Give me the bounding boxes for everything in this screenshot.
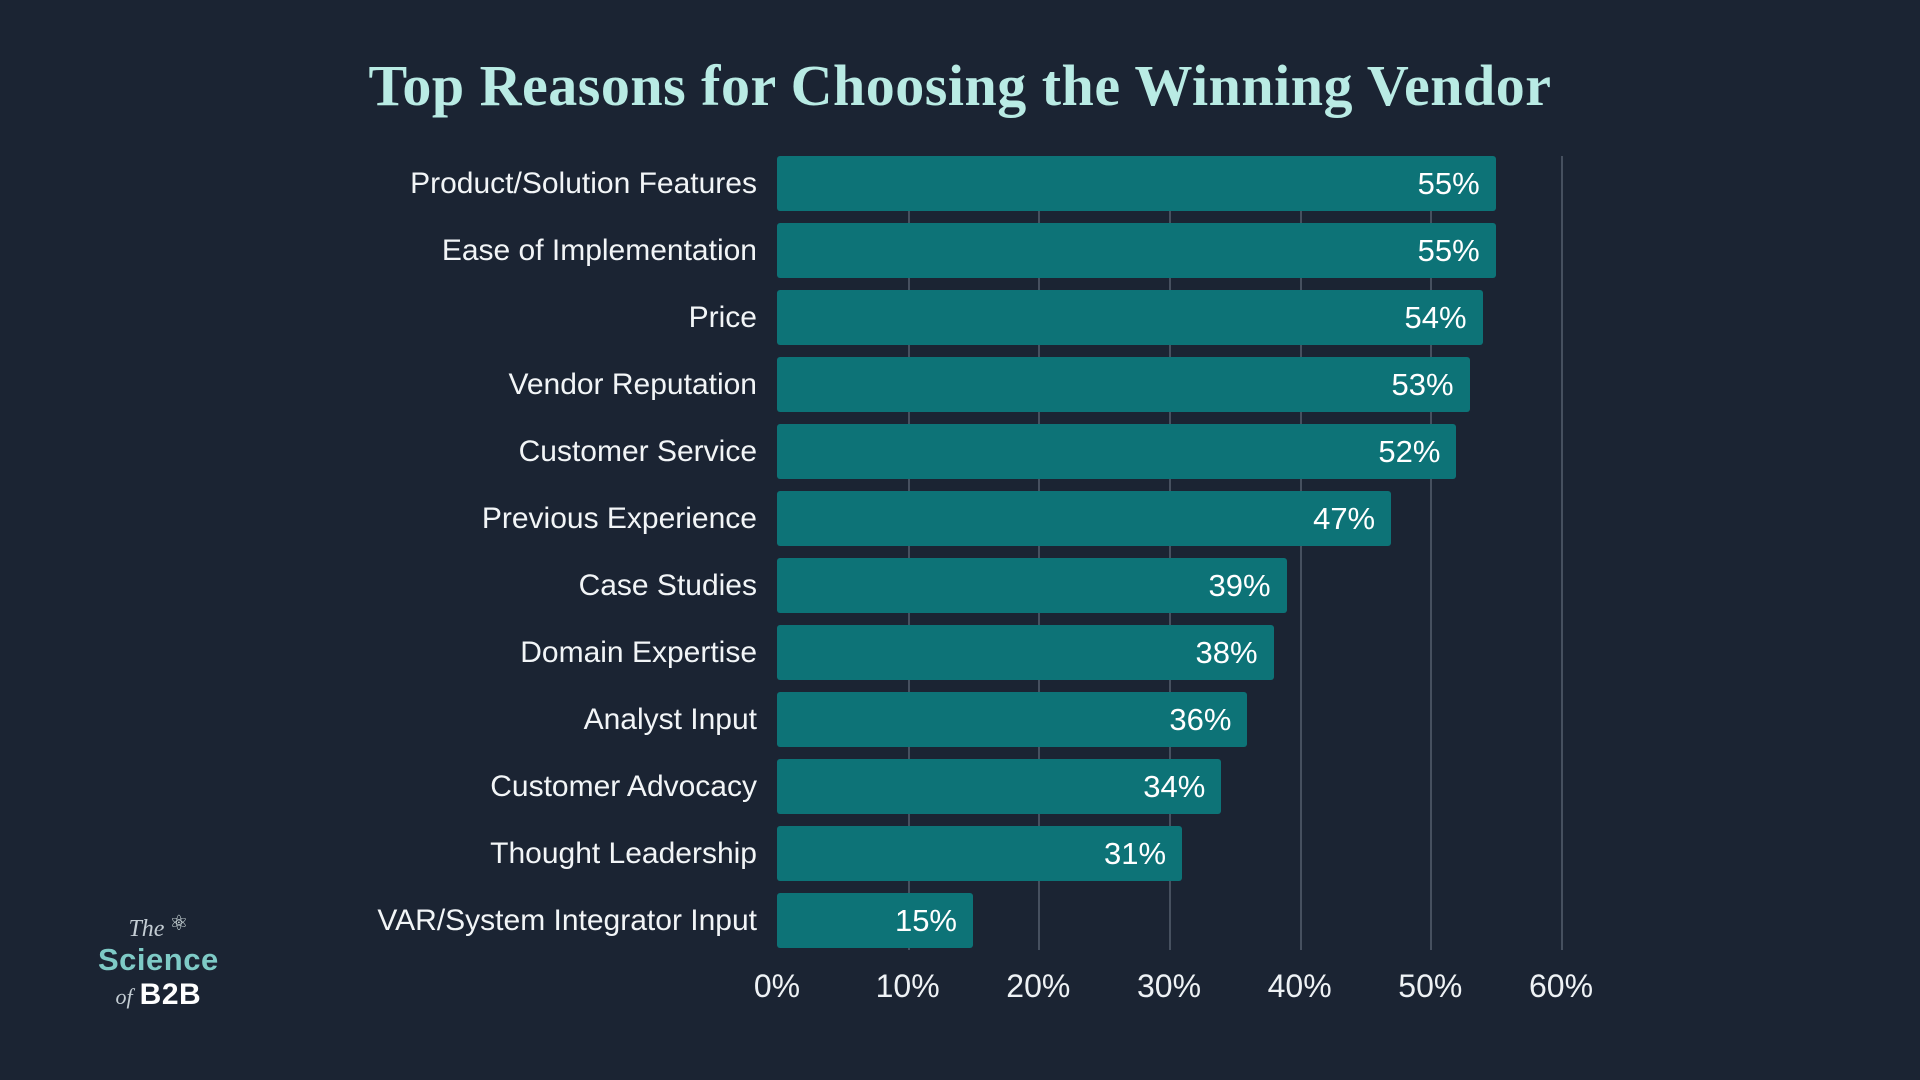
gridline-20% xyxy=(1038,156,1041,950)
bar-value-label: 15% xyxy=(894,902,957,938)
logo-b2b-text: B2B xyxy=(139,977,202,1011)
category-label: Product/Solution Features xyxy=(410,166,757,200)
atom-icon: ⚛ xyxy=(169,912,189,935)
bar: 34% xyxy=(777,759,1222,814)
x-tick-label: 10% xyxy=(875,968,940,1004)
bar-value-label: 38% xyxy=(1195,634,1258,670)
bar: 38% xyxy=(777,625,1274,680)
logo-science-of-b2b: The ⚛ Science of B2B xyxy=(98,912,219,1012)
logo-line-of-b2b: of B2B xyxy=(116,978,202,1012)
bar-row: VAR/System Integrator Input 15% xyxy=(0,887,1920,954)
bar-value-label: 52% xyxy=(1378,433,1441,469)
bar: 39% xyxy=(777,558,1287,613)
x-tick-label: 20% xyxy=(1006,968,1071,1004)
category-label: Ease of Implementation xyxy=(441,233,757,267)
category-label: VAR/System Integrator Input xyxy=(377,903,757,937)
gridline-10% xyxy=(907,156,910,950)
x-tick-label: 60% xyxy=(1528,968,1594,1004)
gridline-60% xyxy=(1561,156,1563,950)
x-tick-label: 30% xyxy=(1136,968,1202,1004)
bar: 15% xyxy=(777,893,973,948)
bar-row: Previous Experience 47% xyxy=(0,485,1920,552)
category-label: Case Studies xyxy=(578,568,757,602)
bar: 54% xyxy=(777,290,1483,345)
bar: 47% xyxy=(777,491,1392,546)
category-label: Previous Experience xyxy=(481,501,757,535)
bar-row: Customer Service 52% xyxy=(0,418,1920,485)
gridline-30% xyxy=(1169,156,1171,950)
chart-title: Top Reasons for Choosing the Winning Ven… xyxy=(368,53,1552,118)
bar-value-label: 39% xyxy=(1208,567,1271,603)
bar-track: 54% xyxy=(777,290,1920,345)
bar-row: Thought Leadership 31% xyxy=(0,820,1920,887)
x-tick-label: 40% xyxy=(1267,968,1332,1004)
gridline-40% xyxy=(1299,156,1302,950)
bar-track: 47% xyxy=(777,491,1920,546)
bar-track: 34% xyxy=(777,759,1920,814)
bar-value-label: 47% xyxy=(1313,500,1376,536)
category-label: Customer Advocacy xyxy=(490,769,757,803)
bar-value-label: 34% xyxy=(1143,768,1206,804)
bar-value-label: 54% xyxy=(1404,299,1467,335)
gridlines xyxy=(777,156,1627,950)
bar-track: 38% xyxy=(777,625,1920,680)
category-label: Thought Leadership xyxy=(490,836,757,870)
logo-of-text: of xyxy=(115,983,133,1009)
logo-line-the: The ⚛ xyxy=(128,912,188,943)
bar: 53% xyxy=(777,357,1470,412)
category-label: Vendor Reputation xyxy=(508,367,757,401)
category-label: Customer Service xyxy=(518,434,757,468)
category-label: Domain Expertise xyxy=(520,635,757,669)
bar-value-label: 55% xyxy=(1417,165,1480,201)
x-tick-label: 0% xyxy=(753,968,801,1004)
bar: 31% xyxy=(777,826,1183,881)
bar-row: Vendor Reputation 53% xyxy=(0,351,1920,418)
logo-science-text: Science xyxy=(98,941,219,977)
bar: 55% xyxy=(777,223,1496,278)
bar-rows: Product/Solution Features 55% Ease of Impl… xyxy=(0,150,1920,954)
bar-track: 55% xyxy=(777,223,1920,278)
bar-track: 36% xyxy=(777,692,1920,747)
bar: 52% xyxy=(777,424,1457,479)
category-label: Price xyxy=(688,300,757,334)
horizontal-bar-chart: Product/Solution Features 55% Ease of Impl… xyxy=(0,150,1920,1020)
x-tick-label: 50% xyxy=(1398,968,1463,1004)
bar-value-label: 55% xyxy=(1417,232,1480,268)
bar-value-label: 36% xyxy=(1169,701,1232,737)
bar-track: 39% xyxy=(777,558,1920,613)
bar-value-label: 31% xyxy=(1104,835,1167,871)
bar-row: Analyst Input 36% xyxy=(0,686,1920,753)
category-label: Analyst Input xyxy=(583,702,757,736)
bar-track: 15% xyxy=(777,893,1920,948)
logo-the-text: The xyxy=(128,916,165,942)
bar-row: Customer Advocacy 34% xyxy=(0,753,1920,820)
bar-row: Ease of Implementation 55% xyxy=(0,217,1920,284)
x-axis: 0% 10% 20% 30% 40% 50% 60% xyxy=(754,968,1627,1014)
bar-value-label: 53% xyxy=(1391,366,1454,402)
bar: 36% xyxy=(777,692,1248,747)
gridline-50% xyxy=(1430,156,1433,950)
bar-track: 53% xyxy=(777,357,1920,412)
bar-track: 55% xyxy=(777,156,1920,211)
bar-row: Case Studies 39% xyxy=(0,552,1920,619)
bar-track: 31% xyxy=(777,826,1920,881)
bar-row: Domain Expertise 38% xyxy=(0,619,1920,686)
bar: 55% xyxy=(777,156,1496,211)
bar-row: Price 54% xyxy=(0,284,1920,351)
bar-track: 52% xyxy=(777,424,1920,479)
bar-row: Product/Solution Features 55% xyxy=(0,150,1920,217)
